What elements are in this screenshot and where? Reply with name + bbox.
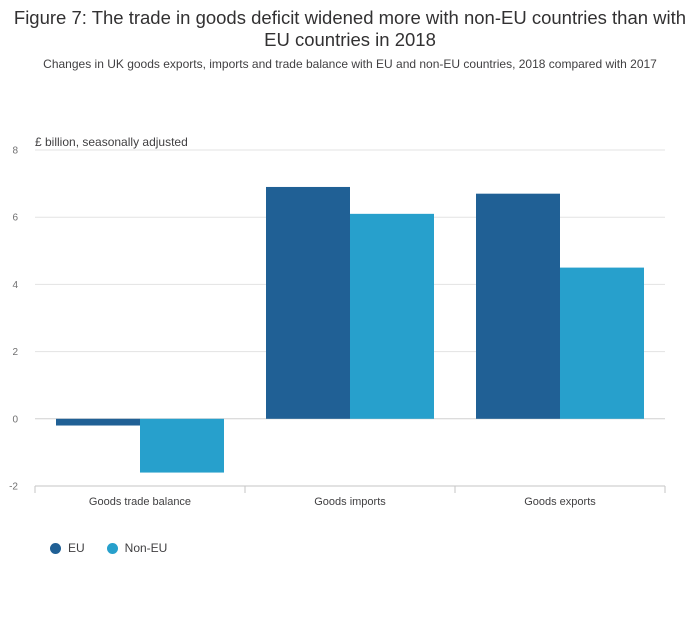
bar-eu: [56, 418, 140, 426]
y-axis-label: £ billion, seasonally adjusted: [35, 135, 188, 149]
bar-non-eu: [140, 418, 224, 473]
x-category-label: Goods exports: [524, 496, 596, 508]
y-tick-label: 6: [12, 213, 18, 224]
legend-item-eu: EU: [50, 541, 85, 555]
x-category-label: Goods trade balance: [89, 496, 191, 508]
bar-non-eu: [350, 213, 434, 419]
y-tick-label: 4: [12, 280, 18, 291]
chart-title: Figure 7: The trade in goods deficit wid…: [13, 7, 687, 50]
legend-label-eu: EU: [68, 541, 85, 555]
bar-eu: [266, 186, 350, 419]
chart-subtitle: Changes in UK goods exports, imports and…: [43, 57, 657, 71]
y-tick-label: 8: [12, 146, 18, 157]
legend-item-non-eu: Non-EU: [106, 541, 168, 555]
legend-swatch-non-eu: [106, 542, 118, 554]
y-tick-label: -2: [9, 482, 18, 493]
legend: EU Non-EU: [50, 541, 167, 555]
bar-eu: [476, 193, 560, 419]
bar-non-eu: [560, 267, 644, 419]
legend-label-non-eu: Non-EU: [124, 541, 168, 555]
legend-swatch-eu: [50, 542, 61, 554]
y-tick-label: 2: [12, 347, 18, 358]
x-category-label: Goods imports: [314, 496, 386, 508]
y-tick-label: 0: [12, 414, 18, 425]
